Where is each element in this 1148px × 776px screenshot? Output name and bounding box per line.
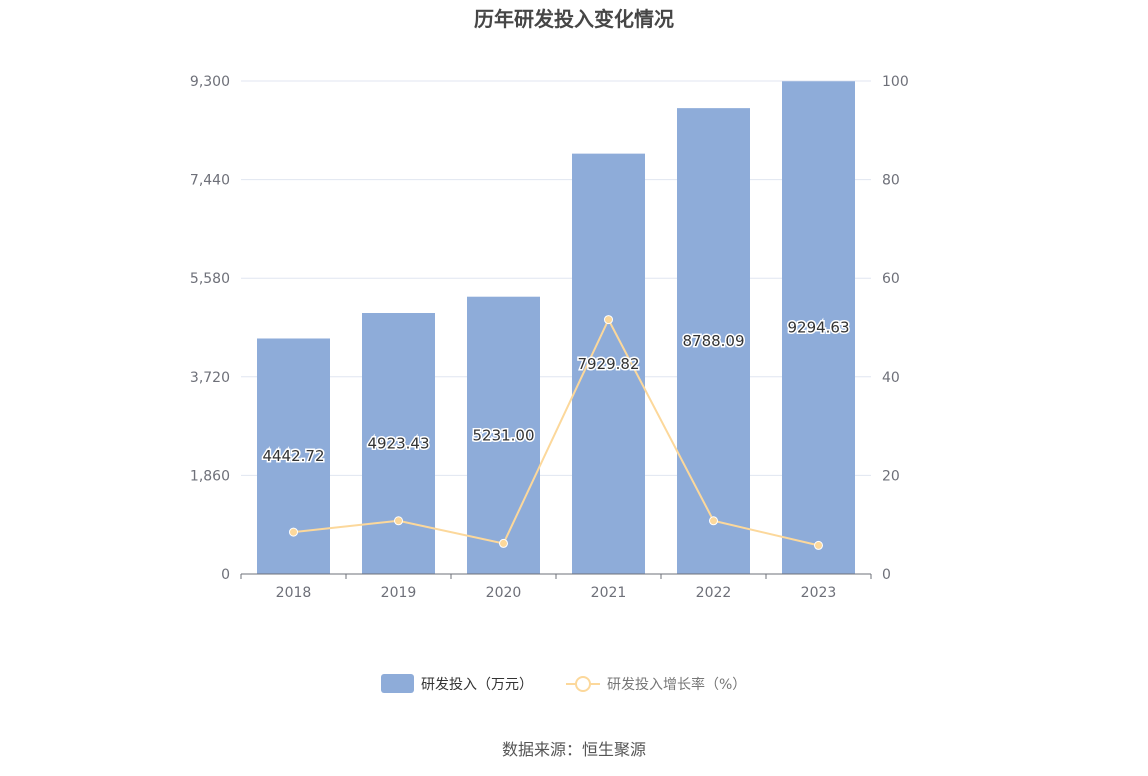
bar[interactable]	[362, 313, 435, 574]
y-axis-right: 0 20 40 60 80 100	[882, 74, 909, 583]
bar-value-label: 9294.63	[787, 319, 849, 337]
chart-title: 历年研发投入变化情况	[474, 7, 674, 31]
y-left-tick-label: 3,720	[190, 370, 230, 386]
line-series	[289, 315, 823, 550]
y-left-tick-label: 1,860	[190, 468, 230, 484]
legend-bar-swatch	[381, 674, 414, 693]
bar-data-labels: 4442.72 4923.43 5231.00 7929.82 8788.09 9294.…	[261, 317, 851, 467]
y-left-tick-label: 9,300	[190, 74, 230, 90]
y-right-tick-label: 20	[882, 468, 900, 484]
bar-value-label: 4923.43	[367, 435, 429, 453]
x-tick-label: 2018	[276, 585, 312, 601]
x-tick-label: 2023	[801, 585, 837, 601]
legend-item-line[interactable]: 研发投入增长率（%）	[566, 676, 746, 693]
line-point[interactable]	[394, 516, 403, 526]
bar-series	[257, 81, 855, 575]
y-left-tick-label: 5,580	[190, 271, 230, 287]
bar[interactable]	[782, 81, 855, 574]
line-point[interactable]	[814, 540, 823, 550]
growth-line	[293, 317, 819, 547]
grid-lines	[241, 80, 871, 476]
bar[interactable]	[572, 153, 645, 574]
y-right-tick-label: 80	[882, 173, 900, 189]
legend-bar-label: 研发投入（万元）	[421, 677, 533, 693]
line-point[interactable]	[499, 538, 508, 548]
line-point[interactable]	[709, 516, 718, 526]
legend: 研发投入（万元） 研发投入增长率（%）	[381, 674, 746, 693]
y-right-tick-label: 60	[882, 271, 900, 287]
source-note: 数据来源：恒生聚源	[502, 740, 646, 759]
line-point[interactable]	[289, 527, 298, 537]
bar-value-label: 4442.72	[262, 447, 324, 465]
bar-value-label: 5231.00	[472, 426, 534, 444]
y-right-tick-label: 40	[882, 370, 900, 386]
y-right-tick-label: 0	[882, 567, 891, 583]
x-axis: 2018 2019 2020 2021 2022 2023	[240, 574, 872, 601]
legend-line-marker	[575, 676, 591, 692]
bar[interactable]	[677, 108, 750, 575]
x-tick-label: 2019	[381, 585, 417, 601]
bar-value-label: 8788.09	[682, 332, 744, 350]
x-tick-label: 2021	[591, 585, 627, 601]
line-point[interactable]	[604, 315, 613, 325]
bar[interactable]	[467, 296, 540, 574]
bar-value-label: 7929.82	[577, 355, 639, 373]
legend-line-label: 研发投入增长率（%）	[607, 676, 746, 693]
legend-item-bar[interactable]: 研发投入（万元）	[381, 674, 533, 693]
y-left-tick-label: 0	[221, 567, 230, 583]
x-tick-label: 2020	[486, 585, 522, 601]
y-axis-left: 0 1,860 3,720 5,580 7,440 9,300	[190, 74, 230, 583]
y-right-tick-label: 100	[882, 74, 909, 90]
x-tick-label: 2022	[696, 585, 732, 601]
y-left-tick-label: 7,440	[190, 173, 230, 189]
